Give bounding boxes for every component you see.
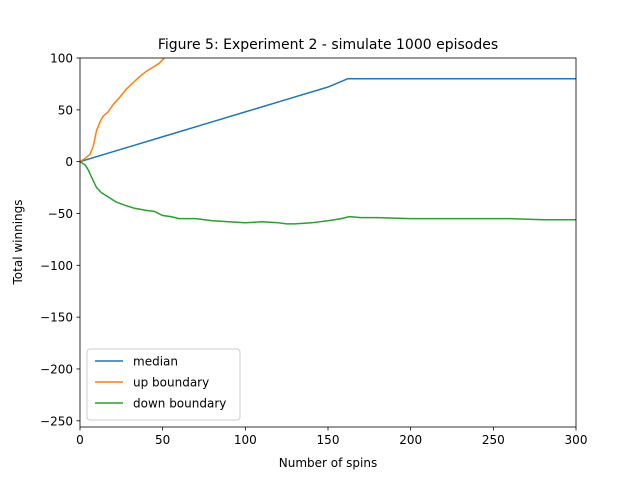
- x-axis-label: Number of spins: [279, 456, 377, 470]
- y-tick-label: −200: [40, 362, 73, 376]
- legend-label: up boundary: [133, 376, 209, 390]
- x-tick-label: 300: [565, 433, 588, 447]
- series-line-2: [80, 161, 576, 225]
- x-tick-label: 0: [76, 433, 84, 447]
- y-tick-label: 0: [65, 155, 73, 169]
- y-tick-label: −250: [40, 414, 73, 428]
- y-axis: 100 50 0 −50 −100 −150 −200 −250: [40, 52, 80, 428]
- x-tick-label: 100: [234, 433, 257, 447]
- x-tick-label: 150: [317, 433, 340, 447]
- y-tick-label: −50: [48, 207, 73, 221]
- x-tick-label: 250: [482, 433, 505, 447]
- x-tick-label: 200: [399, 433, 422, 447]
- y-tick-label: 50: [58, 103, 73, 117]
- legend-box: [86, 348, 241, 421]
- chart-title: Figure 5: Experiment 2 - simulate 1000 e…: [158, 37, 498, 53]
- plot-lines: [80, 58, 576, 225]
- legend-label: down boundary: [133, 397, 226, 411]
- y-tick-label: 100: [50, 52, 73, 66]
- y-tick-label: −100: [40, 259, 73, 273]
- y-tick-label: −150: [40, 311, 73, 325]
- x-axis: 0 50 100 150 200 250 300: [76, 427, 587, 447]
- legend: median up boundary down boundary: [86, 348, 241, 421]
- series-line-0: [80, 77, 576, 163]
- legend-label: median: [133, 355, 178, 369]
- y-axis-label: Total winnings: [11, 199, 25, 285]
- series-line-1: [80, 58, 165, 163]
- x-tick-label: 50: [155, 433, 170, 447]
